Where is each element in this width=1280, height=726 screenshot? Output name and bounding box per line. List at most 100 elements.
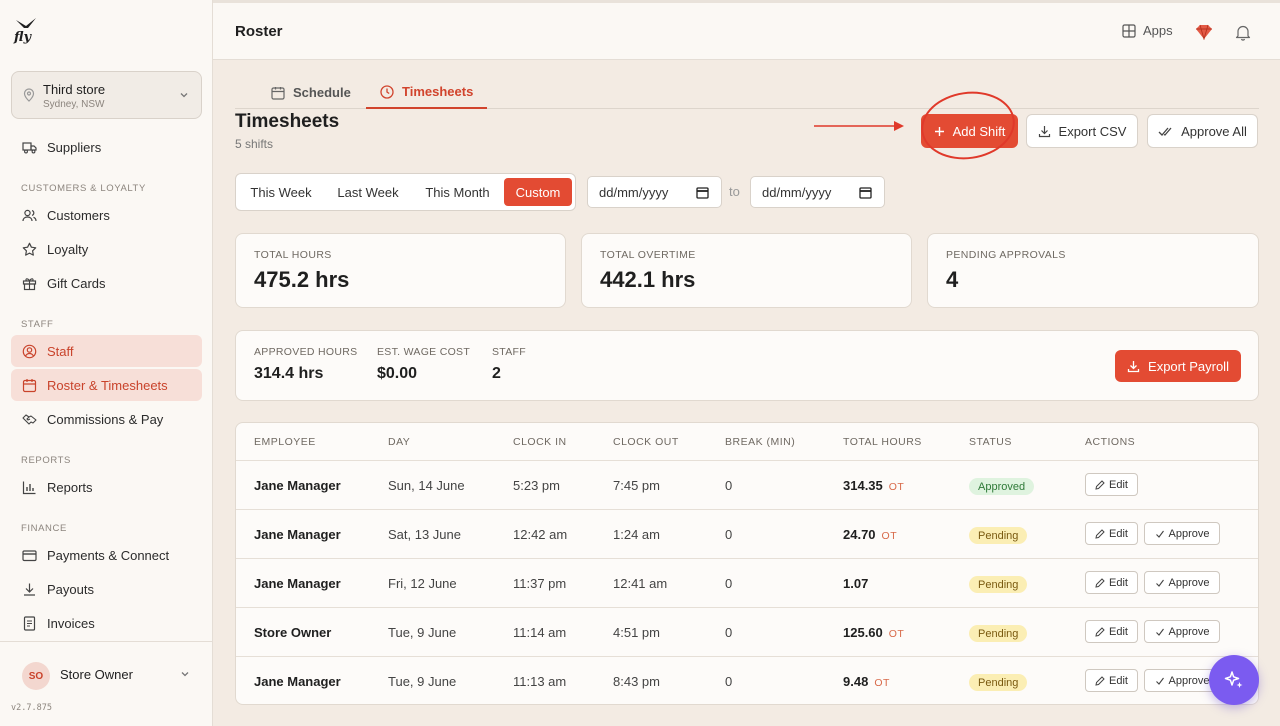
sidebar-item-roster-timesheets[interactable]: Roster & Timesheets <box>11 369 202 401</box>
edit-button[interactable]: Edit <box>1085 522 1138 545</box>
sidebar-item-gift-cards[interactable]: Gift Cards <box>11 267 202 299</box>
sidebar-item-invoices[interactable]: Invoices <box>11 607 202 639</box>
apps-button[interactable]: Apps <box>1122 23 1173 38</box>
filter-this-month-button[interactable]: This Month <box>425 184 490 200</box>
approve-label: Approve <box>1168 527 1210 540</box>
approve-label: Approve <box>1168 576 1210 589</box>
sidebar-item-label: Payouts <box>47 581 94 597</box>
double-check-icon <box>1158 127 1172 136</box>
sidebar-item-label: Commissions & Pay <box>47 411 164 427</box>
status-badge: Pending <box>969 576 1028 593</box>
status-badge: Approved <box>969 478 1035 495</box>
total-hours: 24.70 OT <box>843 527 897 542</box>
approve-button[interactable]: Approve <box>1144 620 1220 643</box>
sidebar-item-label: Invoices <box>47 615 95 631</box>
edit-button[interactable]: Edit <box>1085 620 1138 643</box>
filter-custom-button[interactable]: Custom <box>504 178 572 206</box>
download-icon <box>1038 125 1050 137</box>
approve-button[interactable]: Approve <box>1144 522 1220 545</box>
stat-card-total-hours: TOTAL HOURS 475.2 hrs <box>235 233 566 308</box>
filter-last-week-button[interactable]: Last Week <box>337 184 399 200</box>
timesheets-table: EMPLOYEE DAY CLOCK IN CLOCK OUT BREAK (M… <box>235 422 1259 705</box>
tab-timesheets[interactable]: Timesheets <box>366 76 488 109</box>
approve-all-button[interactable]: Approve All <box>1147 114 1258 148</box>
stat-value: 475.2 hrs <box>254 267 350 292</box>
sidebar-section-title: FINANCE <box>21 523 67 534</box>
stat-label: TOTAL OVERTIME <box>600 249 696 261</box>
sidebar-section-title: STAFF <box>21 319 54 330</box>
column-header: ACTIONS <box>1085 436 1136 448</box>
approve-button[interactable]: Approve <box>1144 571 1220 594</box>
edit-label: Edit <box>1109 625 1128 638</box>
bar-chart-icon <box>21 479 37 495</box>
calendar-icon[interactable] <box>696 186 709 199</box>
store-selector[interactable]: Third store Sydney, NSW <box>11 71 202 119</box>
edit-label: Edit <box>1109 527 1128 540</box>
truck-icon <box>21 139 37 155</box>
edit-button[interactable]: Edit <box>1085 669 1138 692</box>
export-csv-label: Export CSV <box>1058 123 1127 139</box>
brand-logo-icon[interactable] <box>14 16 38 46</box>
approve-label: Approve <box>1168 625 1210 638</box>
break-minutes: 0 <box>725 478 733 493</box>
clock-in: 11:37 pm <box>513 576 567 591</box>
clock-in: 11:13 am <box>513 674 567 689</box>
column-header: TOTAL HOURS <box>843 436 922 448</box>
sidebar-item-reports[interactable]: Reports <box>11 471 202 503</box>
total-hours: 9.48 OT <box>843 674 890 689</box>
sidebar-item-customers[interactable]: Customers <box>11 199 202 231</box>
location-pin-icon <box>23 88 35 102</box>
date-to-input[interactable]: dd/mm/yyyy <box>750 176 885 208</box>
shift-day: Sun, 14 June <box>388 478 465 493</box>
edit-button[interactable]: Edit <box>1085 571 1138 594</box>
overtime-badge: OT <box>881 530 898 542</box>
user-menu[interactable]: SO Store Owner <box>0 641 212 705</box>
date-from-placeholder: dd/mm/yyyy <box>599 184 669 200</box>
clock-icon <box>380 84 394 99</box>
column-header: BREAK (MIN) <box>725 436 796 448</box>
calendar-icon[interactable] <box>859 186 872 199</box>
date-from-input[interactable]: dd/mm/yyyy <box>587 176 722 208</box>
approve-all-label: Approve All <box>1181 123 1247 139</box>
stat-card-pending-approvals: PENDING APPROVALS 4 <box>927 233 1259 308</box>
tab-schedule[interactable]: Schedule <box>271 76 351 109</box>
bell-icon[interactable] <box>1235 24 1251 41</box>
gem-icon[interactable] <box>1195 24 1213 40</box>
table-row: Jane Manager Tue, 9 June 11:13 am 8:43 p… <box>236 656 1258 704</box>
filter-this-week-button[interactable]: This Week <box>250 184 312 200</box>
sidebar-item-payments-connect[interactable]: Payments & Connect <box>11 539 202 571</box>
export-payroll-button[interactable]: Export Payroll <box>1115 350 1241 382</box>
sidebar-item-loyalty[interactable]: Loyalty <box>11 233 202 265</box>
sidebar-item-label: Staff <box>47 343 74 359</box>
sidebar-item-label: Roster & Timesheets <box>47 377 168 393</box>
user-name: Store Owner <box>60 667 133 682</box>
page-title: Timesheets <box>235 111 340 132</box>
add-shift-button[interactable]: Add Shift <box>921 114 1018 148</box>
download-icon <box>21 581 37 597</box>
store-location: Sydney, NSW <box>43 99 105 110</box>
edit-button[interactable]: Edit <box>1085 473 1138 496</box>
total-hours: 314.35 OT <box>843 478 904 493</box>
brand-logo-text[interactable]: fly <box>14 30 32 45</box>
clock-in: 12:42 am <box>513 527 568 542</box>
stat-label: TOTAL HOURS <box>254 249 332 261</box>
date-to-placeholder: dd/mm/yyyy <box>762 184 832 200</box>
clock-out: 1:24 am <box>613 527 660 542</box>
hours-value: 314.35 <box>843 478 883 493</box>
approve-label: Approve <box>1168 674 1210 687</box>
sidebar-item-label: Payments & Connect <box>47 547 170 563</box>
sidebar-item-staff[interactable]: Staff <box>11 335 202 367</box>
sidebar-item-commissions-pay[interactable]: Commissions & Pay <box>11 403 202 435</box>
sidebar-item-label: Suppliers <box>47 139 102 155</box>
shift-day: Sat, 13 June <box>388 527 461 542</box>
export-csv-button[interactable]: Export CSV <box>1026 114 1138 148</box>
sidebar-item-label: Gift Cards <box>47 275 106 291</box>
add-shift-label: Add Shift <box>952 123 1006 139</box>
tab-bar: Schedule Timesheets <box>235 76 1259 109</box>
clock-out: 4:51 pm <box>613 625 660 640</box>
clock-in: 5:23 pm <box>513 478 560 493</box>
summary-value: 2 <box>492 365 501 382</box>
sidebar-item-payouts[interactable]: Payouts <box>11 573 202 605</box>
ai-assistant-button[interactable] <box>1209 655 1259 705</box>
sidebar-item-suppliers[interactable]: Suppliers <box>11 131 202 163</box>
